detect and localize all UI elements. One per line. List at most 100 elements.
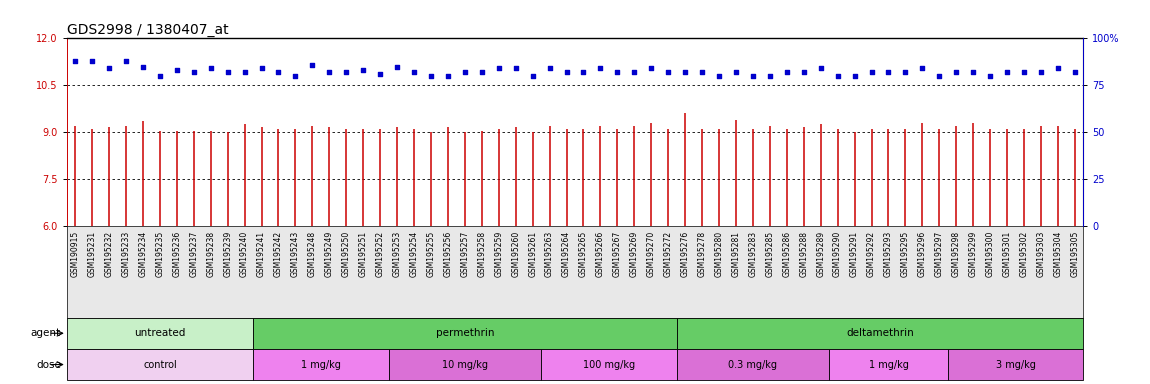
Point [845,73,864,79]
Text: GSM195278: GSM195278 [698,230,706,276]
Text: GSM195291: GSM195291 [850,230,859,276]
Point [236,69,254,75]
Text: GSM195297: GSM195297 [935,230,944,277]
Text: GSM195264: GSM195264 [562,230,572,277]
Text: control: control [143,359,177,369]
Text: GSM195261: GSM195261 [528,230,537,276]
Text: GSM195300: GSM195300 [986,230,995,277]
Text: GSM195288: GSM195288 [799,230,808,276]
Point [710,73,728,79]
Point [946,69,965,75]
Text: GSM195265: GSM195265 [578,230,588,277]
Point [151,73,169,79]
Point [83,58,101,64]
Text: deltamethrin: deltamethrin [846,328,914,338]
Point [1032,69,1050,75]
Text: 10 mg/kg: 10 mg/kg [442,359,488,369]
Point [608,69,627,75]
Point [727,69,745,75]
Text: GSM195250: GSM195250 [342,230,351,277]
Text: GSM195239: GSM195239 [223,230,232,277]
Point [574,69,592,75]
Text: GSM195231: GSM195231 [87,230,97,276]
Text: GSM195259: GSM195259 [494,230,504,277]
Bar [67,318,253,349]
Point [269,69,288,75]
Point [405,69,423,75]
Point [422,73,440,79]
Text: GSM195254: GSM195254 [409,230,419,277]
Text: 3 mg/kg: 3 mg/kg [996,359,1035,369]
Text: 100 mg/kg: 100 mg/kg [583,359,635,369]
Text: GSM195305: GSM195305 [1071,230,1080,277]
Point [812,65,830,71]
Text: GSM195283: GSM195283 [749,230,758,276]
Point [964,69,982,75]
Text: GSM195293: GSM195293 [884,230,892,277]
Text: GSM195298: GSM195298 [952,230,960,276]
Text: GSM195276: GSM195276 [681,230,690,277]
Point [1049,65,1067,71]
Point [626,69,644,75]
Text: GSM195257: GSM195257 [460,230,469,277]
Text: GSM195242: GSM195242 [274,230,283,276]
Point [252,65,270,71]
Point [337,69,355,75]
Point [66,58,84,64]
Point [286,73,305,79]
Text: 1 mg/kg: 1 mg/kg [868,359,908,369]
Point [304,61,322,68]
Text: GSM195233: GSM195233 [122,230,130,277]
Point [354,67,373,73]
Point [473,69,491,75]
Point [795,69,813,75]
Text: GSM195296: GSM195296 [918,230,927,277]
Text: GSM195237: GSM195237 [190,230,198,277]
Point [184,69,202,75]
Text: GSM195272: GSM195272 [664,230,673,276]
Point [218,69,237,75]
Text: permethrin: permethrin [436,328,494,338]
Point [168,67,186,73]
Bar [253,349,389,380]
Point [438,73,457,79]
Text: GSM195260: GSM195260 [512,230,520,277]
Text: GSM195241: GSM195241 [258,230,266,276]
Point [490,65,508,71]
Point [760,73,779,79]
Point [523,73,542,79]
Text: GSM195252: GSM195252 [376,230,384,276]
Point [506,65,524,71]
Text: 0.3 mg/kg: 0.3 mg/kg [728,359,777,369]
Text: GSM195243: GSM195243 [291,230,300,277]
Text: GSM195253: GSM195253 [392,230,401,277]
Text: dose: dose [36,359,61,369]
Text: GSM195286: GSM195286 [782,230,791,276]
Point [744,73,762,79]
Point [777,69,796,75]
Text: GSM195263: GSM195263 [545,230,554,277]
Point [981,73,999,79]
Point [133,63,152,70]
Point [388,63,406,70]
Text: GSM195302: GSM195302 [1020,230,1028,277]
Text: GSM195267: GSM195267 [613,230,622,277]
Bar [253,318,676,349]
Bar [67,349,253,380]
Point [1066,69,1084,75]
Bar [829,349,948,380]
Point [692,69,711,75]
Text: GDS2998 / 1380407_at: GDS2998 / 1380407_at [67,23,229,37]
Bar [389,349,542,380]
Point [201,65,220,71]
Text: GSM195269: GSM195269 [630,230,638,277]
Text: GSM195255: GSM195255 [427,230,436,277]
Point [117,58,136,64]
Point [913,65,932,71]
Text: untreated: untreated [135,328,185,338]
Text: GSM195304: GSM195304 [1053,230,1063,277]
Point [930,73,949,79]
Text: GSM190915: GSM190915 [70,230,79,277]
Point [828,73,846,79]
Point [896,69,914,75]
